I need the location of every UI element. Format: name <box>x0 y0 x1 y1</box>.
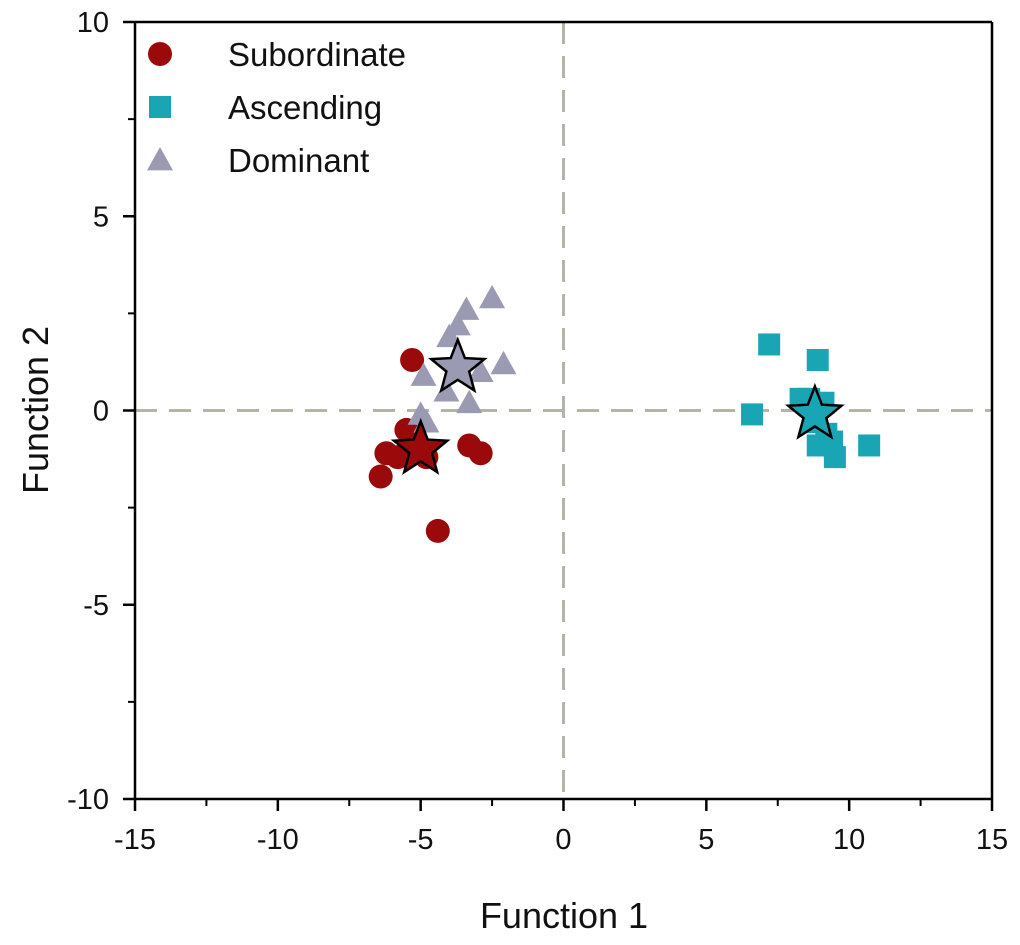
legend-label-1: Ascending <box>228 89 382 126</box>
y-tick-label-0: -10 <box>67 784 109 816</box>
reference-lines <box>135 22 992 799</box>
x-tick-label-2: -5 <box>408 824 434 856</box>
point-circle-0-7 <box>425 518 450 543</box>
x-tick-label-3: 0 <box>555 824 571 856</box>
point-triangle-2-7 <box>456 389 483 414</box>
centroid-star-1 <box>784 382 845 440</box>
legend: Subordinate Ascending Dominant <box>147 36 406 179</box>
point-triangle-2-3 <box>436 323 463 348</box>
centroid-star-0 <box>390 417 451 475</box>
legend-marker-0 <box>148 42 172 66</box>
legend-marker-2 <box>147 147 173 171</box>
point-triangle-2-8 <box>433 378 460 402</box>
point-circle-0-4 <box>368 464 393 489</box>
y-tick-label-1: -5 <box>83 590 109 622</box>
y-tick-label-4: 10 <box>77 7 109 39</box>
point-triangle-2-1 <box>453 296 480 320</box>
y-axis-title: Function 2 <box>15 326 56 494</box>
legend-marker-1 <box>149 96 171 118</box>
x-tick-label-1: -10 <box>257 824 299 856</box>
point-square-1-1 <box>806 348 829 371</box>
point-triangle-2-0 <box>479 284 506 309</box>
legend-label-0: Subordinate <box>228 36 406 73</box>
x-axis-title: Function 1 <box>480 895 648 936</box>
point-square-1-2 <box>741 403 764 426</box>
point-square-1-9 <box>806 434 829 457</box>
point-square-1-11 <box>858 434 881 457</box>
x-tick-label-6: 15 <box>976 824 1008 856</box>
centroid-star-2 <box>427 336 488 394</box>
centroid-markers <box>390 336 845 475</box>
point-circle-0-3 <box>385 445 410 470</box>
y-tick-label-3: 5 <box>93 201 109 233</box>
y-tick-label-2: 0 <box>93 396 109 428</box>
point-circle-0-0 <box>400 347 425 372</box>
point-triangle-2-4 <box>490 350 517 375</box>
point-square-1-0 <box>758 333 781 356</box>
x-tick-label-0: -15 <box>114 824 156 856</box>
x-tick-label-4: 5 <box>698 824 714 856</box>
x-tick-label-5: 10 <box>833 824 865 856</box>
point-square-1-10 <box>823 446 846 469</box>
point-triangle-2-6 <box>467 358 494 383</box>
legend-label-2: Dominant <box>228 142 369 179</box>
point-circle-0-6 <box>468 441 493 466</box>
point-triangle-2-5 <box>410 362 437 386</box>
